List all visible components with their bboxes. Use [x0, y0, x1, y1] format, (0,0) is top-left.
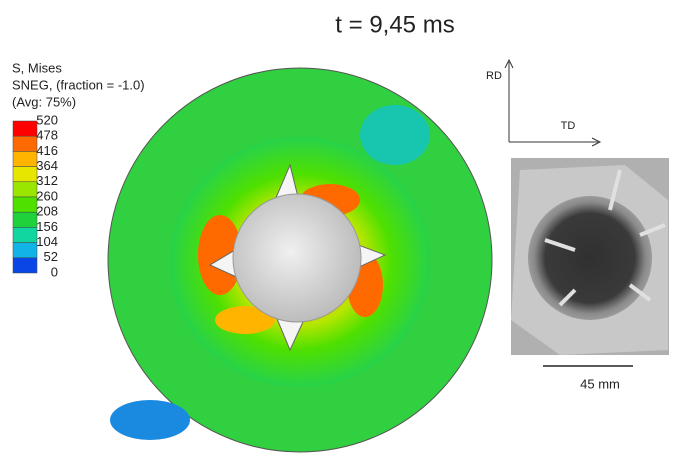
legend-header: SNEG, (fraction = -1.0) — [12, 77, 145, 92]
specimen-photo — [511, 158, 669, 355]
legend-level: 416 — [36, 143, 58, 158]
rd-label: RD — [486, 70, 502, 82]
scale-label: 45 mm — [580, 376, 620, 391]
legend-swatch — [13, 212, 37, 227]
legend-swatch — [13, 182, 37, 197]
legend-swatch — [13, 197, 37, 212]
legend-level: 156 — [36, 219, 58, 234]
legend-header: S, Mises — [12, 60, 62, 75]
legend-level: 260 — [36, 188, 58, 203]
legend-level: 364 — [36, 158, 58, 173]
legend-level: 0 — [51, 264, 58, 279]
legend-swatch — [13, 151, 37, 166]
legend-swatch — [13, 243, 37, 258]
legend-header: (Avg: 75%) — [12, 94, 76, 109]
legend-level: 478 — [36, 128, 58, 143]
legend-level: 52 — [44, 249, 58, 264]
title: t = 9,45 ms — [335, 11, 454, 38]
legend-swatch — [13, 227, 37, 242]
legend-swatch — [13, 258, 37, 273]
legend-level: 104 — [36, 234, 58, 249]
legend-level: 520 — [36, 112, 58, 127]
legend-swatch — [13, 167, 37, 182]
simulation-disk — [108, 68, 492, 452]
legend-level: 208 — [36, 204, 58, 219]
figure: t = 9,45 ms S, Mises SNEG, (fraction = -1… — [0, 0, 686, 455]
td-label: TD — [561, 120, 576, 132]
legend-level: 312 — [36, 173, 58, 188]
orientation-axes: RD TD — [486, 60, 600, 146]
legend-swatch — [13, 136, 37, 151]
legend-swatch — [13, 121, 37, 136]
